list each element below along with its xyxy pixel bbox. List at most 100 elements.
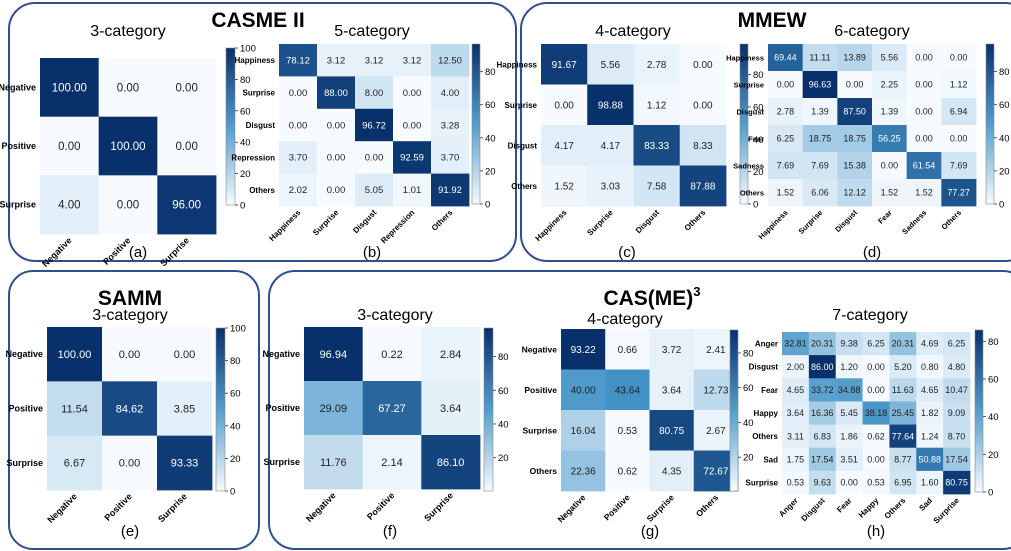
heatmap-cell <box>906 179 942 207</box>
cell-value: 1.52 <box>554 181 574 192</box>
heatmap-cell <box>421 381 481 436</box>
heatmap-cell <box>355 141 394 174</box>
heatmap-cell <box>431 76 470 110</box>
heatmap-cell <box>782 424 810 449</box>
cell-value: 4.00 <box>441 88 460 99</box>
row-label: Disgust <box>508 141 538 150</box>
heatmap-cell <box>157 116 217 176</box>
heatmap-cell <box>943 332 971 356</box>
heatmap-1: 3-category (a) 100.00 0.00 0.00 0.00 100.00 0.0… <box>0 23 256 269</box>
cell-value: 3.12 <box>365 56 384 67</box>
cell-value: 0.62 <box>867 431 885 441</box>
cell-value: 8.33 <box>693 141 713 152</box>
panel-label: (a) <box>129 244 147 261</box>
heatmap-cell <box>941 71 977 99</box>
heatmap-cell <box>157 58 217 118</box>
cell-value: 6.25 <box>948 339 966 349</box>
colorbar-tick-label: 80 <box>485 67 496 78</box>
heatmap-cell <box>835 332 863 356</box>
heatmap-cell <box>889 378 917 402</box>
column-label: Fear <box>876 208 894 226</box>
heatmap-cell <box>943 355 971 379</box>
heatmap-cell <box>47 435 103 491</box>
cell-value: 1.60 <box>921 478 939 488</box>
heatmap-cell <box>802 98 838 126</box>
cell-value: 16.36 <box>811 408 834 418</box>
cell-value: 4.69 <box>921 339 939 349</box>
colorbar-tick-label: 20 <box>999 166 1010 177</box>
heatmap-cell <box>889 424 917 449</box>
column-label: Surprise <box>158 235 191 268</box>
column-label: Others <box>883 496 908 521</box>
heatmap-cell <box>943 470 971 495</box>
cell-value: 1.01 <box>403 185 422 196</box>
heatmap-cell <box>782 355 810 379</box>
cell-value: 61.54 <box>913 161 936 171</box>
heatmap-cell <box>802 125 838 153</box>
heatmap-cell <box>808 401 837 425</box>
cell-value: 0.00 <box>867 454 885 464</box>
panel-label: (f) <box>383 523 397 540</box>
row-label: Others <box>511 182 537 191</box>
heatmap-cell <box>587 125 634 166</box>
heatmap-cell <box>317 173 356 207</box>
row-label: Surprise <box>746 478 779 487</box>
heatmap-cell <box>889 401 917 425</box>
cell-value: 87.88 <box>690 181 715 192</box>
panels: 3-category (a) 100.00 0.00 0.00 0.00 100.00 0.0… <box>0 23 1010 540</box>
cell-value: 0.00 <box>915 80 933 90</box>
heatmap-cell <box>679 165 727 207</box>
cell-value: 6.06 <box>811 188 829 198</box>
heatmap-cell <box>393 108 432 142</box>
cell-value: 0.00 <box>175 141 197 153</box>
cell-value: 3.12 <box>327 56 346 67</box>
colorbar-tick-label: 0 <box>240 201 245 212</box>
cell-value: 86.10 <box>437 457 465 469</box>
heatmap-cell <box>782 470 810 495</box>
heatmap-cell <box>679 84 727 126</box>
heatmap-cell <box>561 410 606 451</box>
cell-value: 86.00 <box>811 362 834 372</box>
column-label: Others <box>430 208 455 233</box>
row-label: Positive <box>8 404 43 414</box>
colorbar-tick-label: 40 <box>498 419 509 430</box>
group-title-casme2: CASME II <box>211 9 304 32</box>
cell-value: 6.94 <box>950 107 968 117</box>
colorbar <box>739 43 749 205</box>
heatmap-cell <box>768 152 804 180</box>
heatmap-cell <box>47 327 103 382</box>
heatmap-cell <box>889 470 917 495</box>
cell-value: 1.52 <box>915 188 933 198</box>
row-label: Happiness <box>497 60 538 69</box>
colorbar <box>985 43 995 205</box>
heatmap-cell <box>605 329 650 370</box>
heatmap-cell <box>649 369 695 411</box>
cell-value: 0.80 <box>921 362 939 372</box>
row-label: Surprise <box>734 81 764 90</box>
row-label: Surprise <box>243 89 276 98</box>
cell-value: 2.67 <box>706 426 726 437</box>
heatmap-cell <box>279 76 318 110</box>
cell-value: 5.05 <box>365 185 384 196</box>
heatmap-cell <box>862 401 890 425</box>
heatmap-cell <box>98 116 158 176</box>
heatmap-cell <box>304 435 364 490</box>
heatmap-cell <box>835 355 863 379</box>
heatmap-cell <box>561 329 606 370</box>
row-label: Positive <box>524 385 557 395</box>
cell-value: 18.75 <box>843 134 866 144</box>
heatmap-7: 4-category (g) 93.22 0.66 3.72 2.41 40.00 43.64… <box>522 311 754 540</box>
cell-value: 96.72 <box>362 120 386 131</box>
cell-value: 1.12 <box>647 100 667 111</box>
cell-value: 8.70 <box>948 431 966 441</box>
heatmap-cell <box>837 152 873 180</box>
cell-value: 1.39 <box>811 107 829 117</box>
heatmap-cell <box>941 179 977 207</box>
cell-value: 1.12 <box>950 80 968 90</box>
cell-value: 18.75 <box>809 134 832 144</box>
cell-value: 0.00 <box>289 88 308 99</box>
heatmap-cell <box>862 470 890 495</box>
heatmap-cell <box>633 125 681 166</box>
colorbar-tick-label: 0 <box>485 200 490 211</box>
row-label: Anger <box>755 340 778 349</box>
